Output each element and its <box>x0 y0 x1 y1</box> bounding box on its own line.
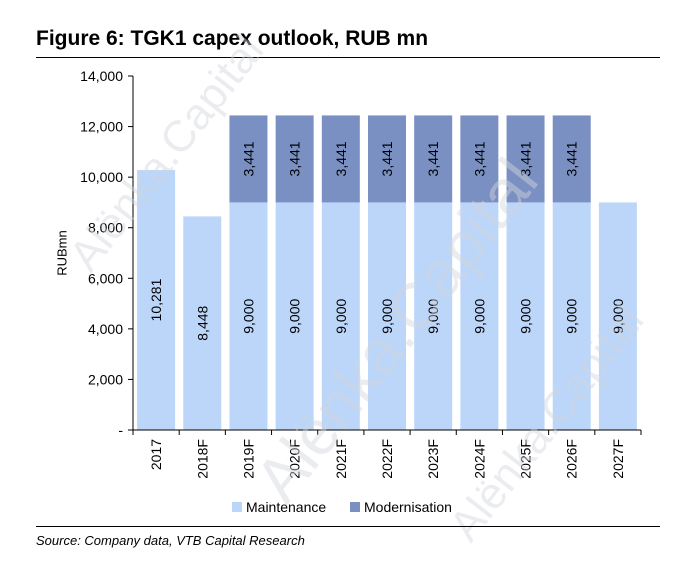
source-rule <box>36 526 660 527</box>
x-tick-label-2024F: 2024F <box>471 439 487 479</box>
data-label-maintenance-2027F: 9,000 <box>610 298 626 333</box>
bar-maintenance-2022F <box>368 202 406 430</box>
bar-modernisation-2022F <box>368 115 406 203</box>
data-label-modernisation-2020F: 3,441 <box>287 141 303 176</box>
data-label-modernisation-2025F: 3,441 <box>518 141 534 176</box>
bar-maintenance-2021F <box>321 202 360 430</box>
x-tick-label-2020F: 2020F <box>287 439 303 479</box>
data-label-modernisation-2026F: 3,441 <box>564 141 580 176</box>
bar-maintenance-2024F <box>460 202 499 430</box>
y-axis-title: RUBmn <box>55 230 70 276</box>
x-tick-label-2021F: 2021F <box>333 439 349 479</box>
data-label-maintenance-2025F: 9,000 <box>518 298 534 333</box>
bar-maintenance-2027F <box>598 202 637 430</box>
legend-label-0: Maintenance <box>246 499 326 515</box>
bar-maintenance-2025F <box>506 202 545 430</box>
x-tick-label-2027F: 2027F <box>610 439 626 479</box>
bar-maintenance-2020F <box>275 202 314 430</box>
title-rule <box>36 57 660 58</box>
y-tick-label: 14,000 <box>80 68 123 84</box>
figure-title: Figure 6: TGK1 capex outlook, RUB mn <box>36 27 429 50</box>
data-label-maintenance-2017: 10,281 <box>148 278 164 321</box>
data-label-maintenance-2026F: 9,000 <box>564 298 580 333</box>
legend-swatch-1 <box>350 502 360 512</box>
bar-maintenance-2017 <box>137 170 176 430</box>
y-tick-label: 10,000 <box>80 169 123 185</box>
source-note: Source: Company data, VTB Capital Resear… <box>36 533 305 548</box>
bar-modernisation-2026F <box>552 115 591 203</box>
legend-label-1: Modernisation <box>364 499 452 515</box>
bar-modernisation-2025F <box>506 115 545 203</box>
data-label-maintenance-2023F: 9,000 <box>425 298 441 333</box>
y-tick-label: 4,000 <box>88 321 123 337</box>
data-label-maintenance-2020F: 9,000 <box>287 298 303 333</box>
bar-modernisation-2024F <box>460 115 499 203</box>
bar-maintenance-2019F <box>229 202 268 430</box>
data-label-modernisation-2023F: 3,441 <box>425 141 441 176</box>
x-tick-label-2026F: 2026F <box>564 439 580 479</box>
data-label-maintenance-2018F: 8,448 <box>194 305 210 340</box>
legend-swatch-0 <box>232 502 242 512</box>
data-label-modernisation-2019F: 3,441 <box>240 141 256 176</box>
bar-maintenance-2026F <box>552 202 591 430</box>
x-tick-label-2017: 2017 <box>148 439 164 470</box>
bar-modernisation-2020F <box>275 115 314 203</box>
y-tick-label: 12,000 <box>80 119 123 135</box>
data-label-maintenance-2019F: 9,000 <box>240 298 256 333</box>
bar-maintenance-2018F <box>183 216 222 430</box>
data-label-modernisation-2022F: 3,441 <box>379 141 395 176</box>
bar-maintenance-2023F <box>414 202 453 430</box>
y-tick-label: 8,000 <box>88 220 123 236</box>
y-tick-label: 6,000 <box>88 270 123 286</box>
x-tick-label-2018F: 2018F <box>194 439 210 479</box>
data-label-maintenance-2022F: 9,000 <box>379 298 395 333</box>
bar-modernisation-2019F <box>229 115 268 203</box>
data-label-modernisation-2024F: 3,441 <box>471 141 487 176</box>
y-tick-label: - <box>118 422 123 438</box>
x-tick-label-2022F: 2022F <box>379 439 395 479</box>
data-label-maintenance-2024F: 9,000 <box>471 298 487 333</box>
bar-modernisation-2021F <box>321 115 360 203</box>
data-label-modernisation-2021F: 3,441 <box>333 141 349 176</box>
y-tick-label: 2,000 <box>88 371 123 387</box>
bar-modernisation-2023F <box>414 115 453 203</box>
x-tick-label-2019F: 2019F <box>240 439 256 479</box>
x-tick-label-2025F: 2025F <box>518 439 534 479</box>
data-label-maintenance-2021F: 9,000 <box>333 298 349 333</box>
x-tick-label-2023F: 2023F <box>425 439 441 479</box>
